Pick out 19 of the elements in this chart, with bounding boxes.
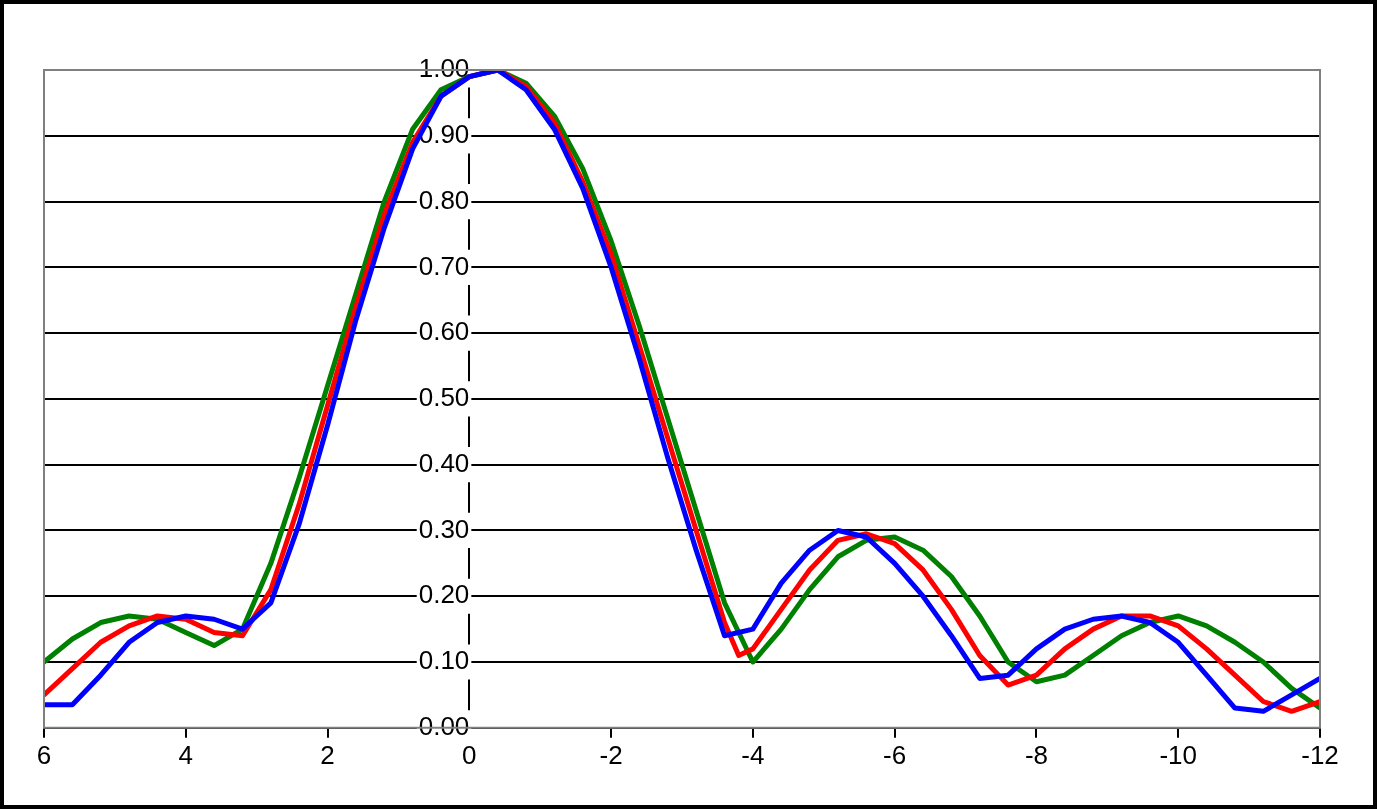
y-tick-label: 0.40 [418, 447, 470, 478]
x-tick-label: 6 [36, 739, 52, 770]
x-tick-label: -6 [883, 739, 907, 770]
x-tick-label: -2 [599, 739, 623, 770]
y-tick-label: 0.10 [418, 645, 470, 676]
x-tick-label: 4 [178, 739, 194, 770]
x-tick-label: 2 [320, 739, 335, 770]
y-tick-label: 0.50 [418, 382, 470, 413]
y-tick-label: 0.70 [418, 250, 470, 281]
x-tick-label: -10 [1159, 739, 1198, 770]
y-tick-label: 0.00 [418, 710, 470, 741]
y-tick-label: 0.80 [418, 184, 470, 215]
x-tick-label: 0 [462, 739, 477, 770]
x-tick-label: -8 [1024, 739, 1049, 770]
y-tick-label: 0.30 [418, 513, 470, 544]
y-tick-label: 0.60 [418, 316, 470, 347]
y-tick-label: 0.20 [418, 579, 470, 610]
x-tick-label: -12 [1301, 739, 1339, 770]
x-tick-label: -4 [741, 739, 765, 770]
